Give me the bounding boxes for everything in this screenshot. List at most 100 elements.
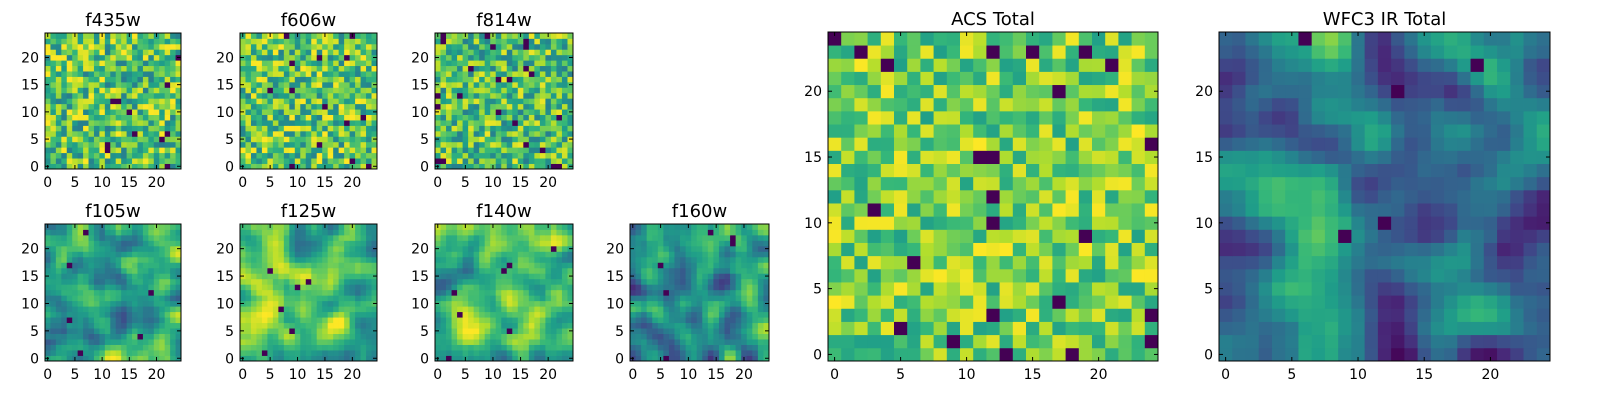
heatmap-cell	[45, 152, 51, 159]
heatmap-cell	[261, 322, 268, 329]
heatmap-cell	[556, 300, 563, 307]
heatmap-cell	[561, 71, 568, 77]
heatmap-cell	[153, 87, 160, 94]
heatmap-cell	[72, 92, 79, 99]
heatmap-cell	[93, 284, 100, 291]
heatmap-cell	[338, 152, 345, 159]
heatmap-cell	[495, 141, 502, 148]
heatmap-cell	[446, 163, 452, 170]
x-tick-label: 5	[266, 175, 275, 191]
heatmap-cell	[170, 224, 176, 230]
heatmap-cell	[121, 98, 127, 105]
heatmap-cell	[757, 289, 764, 296]
heatmap-cell	[349, 43, 356, 50]
heatmap-cell	[77, 284, 84, 291]
heatmap-cell	[534, 328, 541, 334]
heatmap-cell	[371, 114, 378, 121]
heatmap-cell	[115, 289, 122, 296]
heatmap-cell	[1078, 321, 1093, 336]
heatmap-cell	[757, 256, 764, 263]
heatmap-cell	[72, 339, 79, 345]
heatmap-cell	[121, 43, 127, 50]
heatmap-cell	[663, 328, 670, 334]
heatmap-cell	[468, 125, 475, 132]
heatmap-cell	[473, 240, 480, 247]
heatmap-cell	[294, 114, 301, 121]
heatmap-cell	[338, 38, 345, 45]
heatmap-cell	[300, 306, 307, 313]
heatmap-cell	[1052, 163, 1066, 178]
heatmap-cell	[1118, 255, 1132, 270]
heatmap-cell	[311, 114, 318, 121]
heatmap-cell	[999, 203, 1014, 217]
heatmap-cell	[741, 278, 748, 285]
heatmap-cell	[278, 49, 285, 56]
heatmap-cell	[360, 152, 367, 159]
heatmap-cell	[435, 98, 441, 105]
heatmap-cell	[674, 322, 681, 329]
heatmap-cell	[322, 92, 329, 99]
heatmap-cell	[828, 334, 842, 349]
heatmap-cell	[121, 273, 127, 280]
heatmap-cell	[311, 311, 318, 318]
heatmap-cell	[300, 311, 307, 318]
heatmap-cell	[77, 262, 84, 269]
heatmap-cell	[245, 350, 252, 356]
heatmap-cell	[349, 333, 356, 340]
heatmap-cell	[741, 267, 748, 274]
heatmap-cell	[517, 284, 524, 291]
heatmap-cell	[159, 71, 166, 77]
heatmap-cell	[300, 262, 307, 269]
heatmap-cell	[121, 109, 127, 115]
heatmap-cell	[506, 98, 513, 105]
heatmap-cell	[440, 130, 447, 137]
heatmap-cell	[250, 92, 257, 99]
heatmap-cell	[880, 150, 895, 164]
heatmap-cell	[440, 65, 447, 72]
heatmap-cell	[272, 245, 279, 252]
heatmap-cell	[142, 76, 149, 83]
heatmap-cell	[550, 306, 557, 313]
heatmap-cell	[278, 120, 285, 126]
heatmap-cell	[256, 60, 263, 67]
y-tick-label: 5	[225, 324, 234, 340]
heatmap-cell	[446, 273, 452, 280]
heatmap-cell	[752, 350, 759, 356]
heatmap-cell	[137, 322, 144, 329]
heatmap-cell	[663, 333, 670, 340]
heatmap-cell	[278, 300, 285, 307]
heatmap-cell	[635, 289, 642, 296]
heatmap-cell	[473, 38, 480, 45]
heatmap-cell	[920, 321, 934, 336]
heatmap-cell	[175, 38, 182, 45]
heatmap-cell	[691, 229, 698, 236]
heatmap-cell	[355, 240, 361, 247]
heatmap-cell	[512, 141, 519, 148]
heatmap-cell	[115, 87, 122, 94]
heatmap-cell	[462, 152, 469, 159]
heatmap-cell	[115, 136, 122, 143]
heatmap-cell	[1105, 163, 1119, 178]
heatmap-cell	[894, 163, 908, 178]
heatmap-cell	[440, 224, 447, 230]
heatmap-cell	[360, 60, 367, 67]
heatmap-cell	[635, 224, 642, 230]
heatmap-cell	[1012, 189, 1027, 204]
heatmap-cell	[702, 328, 709, 334]
heatmap-cell	[506, 322, 513, 329]
heatmap-cell	[828, 282, 842, 296]
heatmap-cell	[170, 229, 176, 236]
heatmap-cell	[66, 278, 73, 285]
heatmap-cell	[355, 344, 361, 351]
heatmap-cell	[132, 103, 138, 110]
heatmap-cell	[256, 130, 263, 137]
heatmap-cell	[495, 234, 502, 241]
heatmap-cell	[148, 278, 155, 285]
heatmap-cell	[55, 81, 62, 88]
heatmap-cell	[674, 278, 681, 285]
heatmap-cell	[72, 328, 79, 334]
heatmap-cell	[730, 251, 737, 258]
heatmap-cell	[261, 262, 268, 269]
heatmap-cell	[294, 109, 301, 115]
